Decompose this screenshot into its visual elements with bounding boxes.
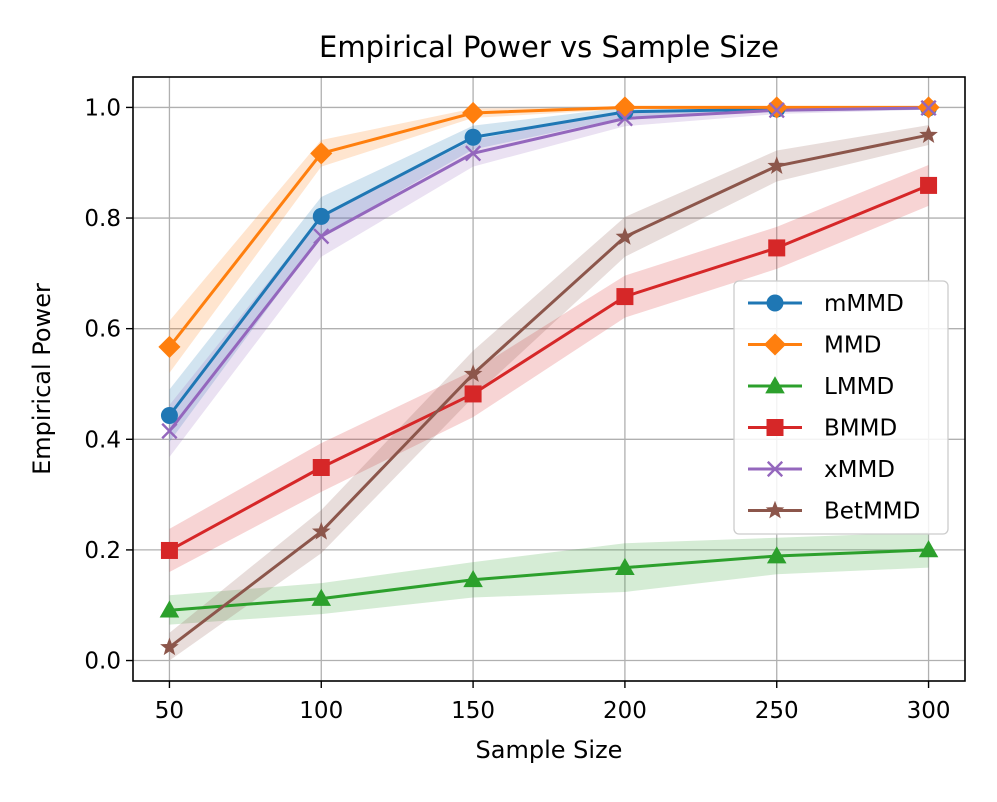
y-tick-label: 0.6 xyxy=(84,317,121,343)
confidence-bands xyxy=(169,107,929,661)
line-lmmd xyxy=(169,548,929,612)
point-lmmd xyxy=(463,570,483,588)
point-mmmd xyxy=(464,128,482,146)
series-markers xyxy=(158,96,940,656)
y-tick-label: 0.8 xyxy=(84,206,121,232)
legend-marker-mmd xyxy=(763,333,787,356)
point-betmmd xyxy=(919,125,938,143)
legend-label-lmmd: LMMD xyxy=(824,374,894,400)
y-axis-label: Empirical Power xyxy=(28,283,56,475)
legend-label-bmmd: BMMD xyxy=(824,416,897,442)
y-tick-label: 0.4 xyxy=(84,427,121,453)
x-tick-label: 200 xyxy=(603,698,647,724)
point-xmmd xyxy=(161,422,178,440)
legend: mMMD MMD LMMD BMMD xMMD BetMMD xyxy=(733,280,949,535)
point-xmmd xyxy=(920,99,937,117)
point-bmmd xyxy=(464,385,482,403)
plot-frame xyxy=(132,76,966,682)
point-xmmd xyxy=(616,110,633,127)
band-bmmd xyxy=(169,164,929,573)
point-betmmd xyxy=(463,364,483,382)
y-tick-label: 1.0 xyxy=(84,95,121,121)
point-bmmd xyxy=(312,458,330,476)
line-betmmd xyxy=(168,133,929,649)
line-mmd xyxy=(168,105,929,348)
point-mmmd xyxy=(160,407,178,425)
point-bmmd xyxy=(768,239,786,257)
point-mmd xyxy=(158,335,181,358)
band-lmmd xyxy=(169,532,929,625)
point-betmmd xyxy=(767,156,787,174)
point-betmmd xyxy=(160,637,179,656)
legend-marker-bmmd xyxy=(766,419,784,436)
axis-ticks: 50 100 150 200 250 300 0.0 0.2 0.4 0.6 0.8 1.0 xyxy=(84,95,950,724)
legend-marker-betmmd xyxy=(765,500,785,519)
point-betmmd xyxy=(615,227,635,245)
x-tick-label: 250 xyxy=(755,698,799,724)
x-tick-label: 300 xyxy=(907,698,951,724)
y-tick-label: 0.0 xyxy=(84,649,121,675)
x-tick-label: 100 xyxy=(299,698,343,724)
legend-marker-mmmd xyxy=(766,294,784,312)
x-tick-label: 50 xyxy=(155,698,184,724)
point-mmd xyxy=(765,96,788,119)
line-xmmd xyxy=(168,106,929,432)
point-bmmd xyxy=(160,541,178,559)
x-tick-label: 150 xyxy=(451,698,495,724)
legend-label-xmmd: xMMD xyxy=(824,457,895,483)
x-axis-label: Sample Size xyxy=(476,736,623,764)
point-bmmd xyxy=(616,288,634,306)
line-bmmd xyxy=(168,184,930,552)
point-bmmd xyxy=(920,176,938,194)
band-mmmd xyxy=(169,107,929,443)
legend-label-betmmd: BetMMD xyxy=(824,499,920,525)
point-lmmd xyxy=(159,600,180,618)
point-mmd xyxy=(462,101,485,125)
point-mmmd xyxy=(312,207,330,225)
point-lmmd xyxy=(615,557,635,575)
legend-box xyxy=(733,280,949,535)
legend-marker-lmmd xyxy=(765,376,785,394)
y-tick-label: 0.2 xyxy=(84,538,121,564)
point-lmmd xyxy=(766,546,787,564)
point-lmmd xyxy=(311,588,332,606)
legend-label-mmd: MMD xyxy=(824,333,881,359)
point-mmd xyxy=(310,142,333,165)
series-lines xyxy=(168,105,930,649)
point-xmmd xyxy=(313,228,330,245)
point-betmmd xyxy=(311,521,331,540)
chart-title: Empirical Power vs Sample Size xyxy=(319,30,779,64)
point-xmmd xyxy=(465,145,482,162)
legend-marker-xmmd xyxy=(766,460,784,478)
legend-label-mmmd: mMMD xyxy=(824,291,904,317)
point-lmmd xyxy=(918,540,939,558)
point-xmmd xyxy=(768,102,785,119)
